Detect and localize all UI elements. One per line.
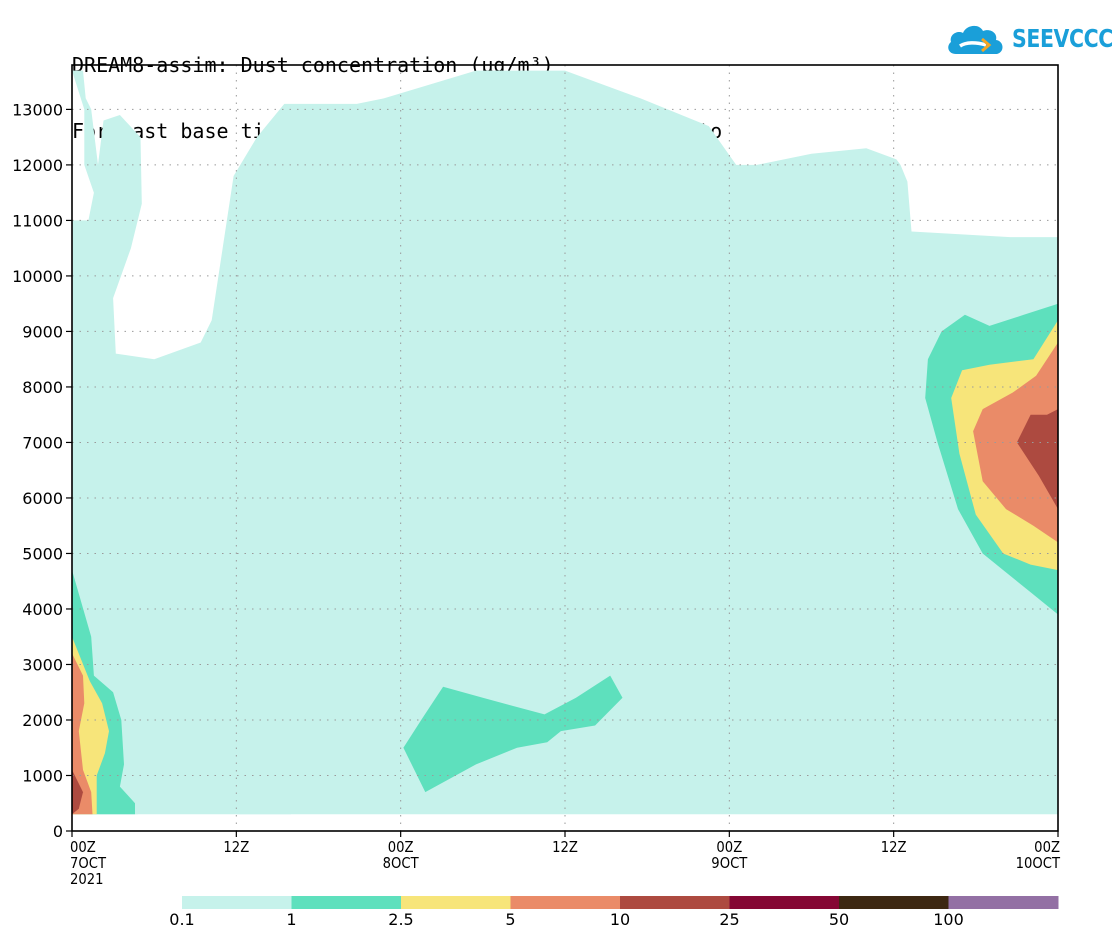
legend-swatch-100: [948, 896, 1059, 909]
y-tick-label: 12000: [12, 156, 63, 175]
y-tick-label: 4000: [22, 600, 63, 619]
legend-label: 100: [933, 910, 964, 929]
legend-swatch-0.1: [182, 896, 292, 909]
legend-label: 25: [719, 910, 739, 929]
seevccc-logo: SEEVCCC: [946, 20, 1112, 58]
y-axis: 0 1000 2000 3000 4000 5000 6000 7000 8000 9000 100…: [12, 100, 72, 841]
x-tick-label: 8OCT: [383, 855, 419, 872]
legend-label: 5: [505, 910, 515, 929]
y-tick-label: 9000: [22, 322, 63, 341]
contour-level-10-10: [72, 769, 83, 815]
contour-level-5-8: [72, 653, 93, 815]
contour-level-0.1-1: [236, 672, 305, 815]
x-tick-label: 7OCT: [70, 855, 106, 872]
x-tick-label: 12Z: [881, 839, 907, 856]
x-tick-label: 00Z: [1034, 839, 1060, 856]
x-tick-label: 10OCT: [1016, 855, 1061, 872]
legend-swatch-25: [729, 896, 840, 909]
y-tick-label: 3000: [22, 655, 63, 674]
y-tick-label: 6000: [22, 489, 63, 508]
logo-text: SEEVCCC: [1012, 24, 1112, 53]
contour-level-5-9: [973, 342, 1058, 543]
legend-swatch-2.5: [401, 896, 511, 909]
y-tick-label: 1000: [22, 766, 63, 785]
x-tick-label: 2021: [70, 871, 104, 888]
y-tick-label: 7000: [22, 433, 63, 452]
legend-swatch-50: [839, 896, 949, 909]
legend-label: 1: [286, 910, 296, 929]
grid-lines: [72, 65, 1058, 831]
x-tick-label: 9OCT: [711, 855, 747, 872]
color-legend: 0.1 1 2.5 5 10 25 50 100: [169, 896, 1059, 929]
legend-label: 2.5: [388, 910, 413, 929]
y-tick-label: 5000: [22, 544, 63, 563]
y-tick-label: 2000: [22, 711, 63, 730]
legend-label: 10: [610, 910, 630, 929]
contour-level-0.1-0: [72, 70, 1058, 815]
y-tick-label: 0: [53, 822, 63, 841]
x-tick-label: 00Z: [70, 839, 96, 856]
cloud-icon: [948, 25, 1003, 54]
contour-fills: [72, 70, 1058, 815]
legend-label: 0.1: [169, 910, 194, 929]
x-tick-label: 12Z: [552, 839, 578, 856]
y-tick-label: 13000: [12, 100, 63, 119]
legend-swatch-10: [620, 896, 730, 909]
legend-swatch-1: [291, 896, 402, 909]
legend-label: 50: [829, 910, 849, 929]
contour-level-1-4: [403, 675, 623, 793]
y-tick-label: 10000: [12, 267, 63, 286]
x-tick-label: 12Z: [223, 839, 249, 856]
contour-level-10-11: [1016, 409, 1058, 510]
y-tick-label: 11000: [12, 211, 63, 230]
x-tick-label: 00Z: [716, 839, 742, 856]
x-tick-label: 00Z: [388, 839, 414, 856]
y-tick-label: 8000: [22, 378, 63, 397]
legend-swatch-5: [510, 896, 621, 909]
